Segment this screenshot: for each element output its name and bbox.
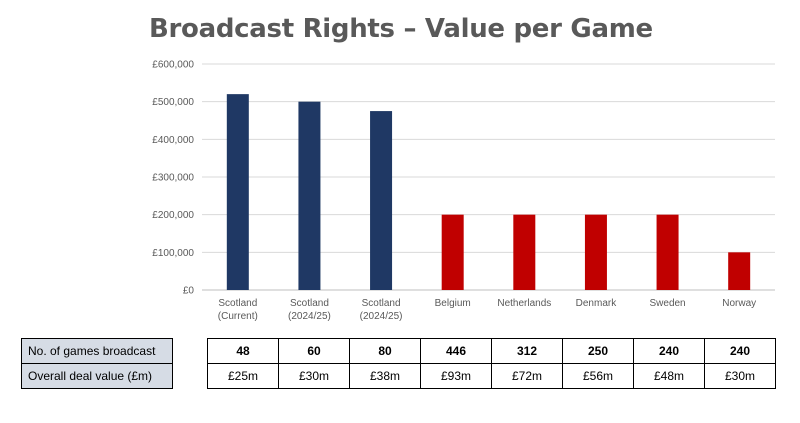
x-tick-label: Norway [722, 298, 756, 309]
x-tick-label-line: Scotland [218, 298, 257, 309]
bar [370, 111, 393, 290]
y-tick-label: £300,000 [152, 173, 194, 184]
y-tick-label: £400,000 [152, 135, 194, 146]
bar [513, 214, 536, 290]
bar-chart: £0 £100,000 £200,000 £300,000 £400,000 £500,0… [152, 60, 775, 322]
deal-value-cell: £30m [705, 364, 776, 389]
deal-value-cell: £48m [634, 364, 705, 389]
row-label-games: No. of games broadcast [21, 338, 173, 364]
games-cell: 250 [563, 338, 634, 364]
y-tick-label: £0 [183, 286, 195, 297]
table-row-games: No. of games broadcast 48 60 80 446 312 … [21, 338, 776, 364]
y-tick-label: £500,000 [152, 97, 194, 108]
games-cell: 48 [207, 338, 279, 364]
x-tick-label: Netherlands [497, 298, 551, 309]
y-tick-label: £200,000 [152, 210, 194, 221]
games-cell: 240 [705, 338, 776, 364]
x-tick-label-line: Netherlands [497, 298, 551, 309]
deal-value-cell: £93m [421, 364, 492, 389]
x-tick-label: Scotland (2024/25) [360, 298, 403, 322]
stats-table: No. of games broadcast 48 60 80 446 312 … [21, 338, 776, 389]
x-tick-label-line: Denmark [576, 298, 618, 309]
bar [728, 252, 751, 290]
x-tick-label-line: Norway [722, 298, 756, 309]
y-tick-label: £600,000 [152, 60, 194, 71]
deal-value-cell: £38m [350, 364, 421, 389]
bar [584, 214, 607, 290]
table-row-deal-value: Overall deal value (£m) £25m £30m £38m £… [21, 364, 776, 389]
row-label-deal-value: Overall deal value (£m) [21, 364, 173, 389]
deal-value-cell: £72m [492, 364, 563, 389]
bar [298, 101, 321, 291]
games-cell: 446 [421, 338, 492, 364]
deal-value-cell: £30m [279, 364, 350, 389]
x-tick-label: Denmark [576, 298, 618, 309]
x-tick-label-line: (2024/25) [288, 311, 331, 322]
x-tick-label-line: (Current) [218, 311, 258, 322]
y-tick-label: £100,000 [152, 248, 194, 259]
games-cell: 312 [492, 338, 563, 364]
x-tick-label: Sweden [649, 298, 685, 309]
x-tick-label-line: (2024/25) [360, 311, 403, 322]
x-tick-label-line: Scotland [362, 298, 401, 309]
bar [226, 94, 249, 290]
x-tick-label: Belgium [435, 298, 471, 309]
x-tick-label-line: Scotland [290, 298, 329, 309]
x-tick-label-line: Sweden [649, 298, 685, 309]
deal-value-cell: £56m [563, 364, 634, 389]
chart-title: Broadcast Rights – Value per Game [149, 14, 653, 44]
bar [441, 214, 464, 290]
games-cell: 80 [350, 338, 421, 364]
games-cell: 60 [279, 338, 350, 364]
x-tick-label: Scotland (2024/25) [288, 298, 331, 322]
bar [656, 214, 679, 290]
x-tick-label: Scotland (Current) [218, 298, 258, 322]
deal-value-cell: £25m [207, 364, 279, 389]
games-cell: 240 [634, 338, 705, 364]
x-tick-label-line: Belgium [435, 298, 471, 309]
